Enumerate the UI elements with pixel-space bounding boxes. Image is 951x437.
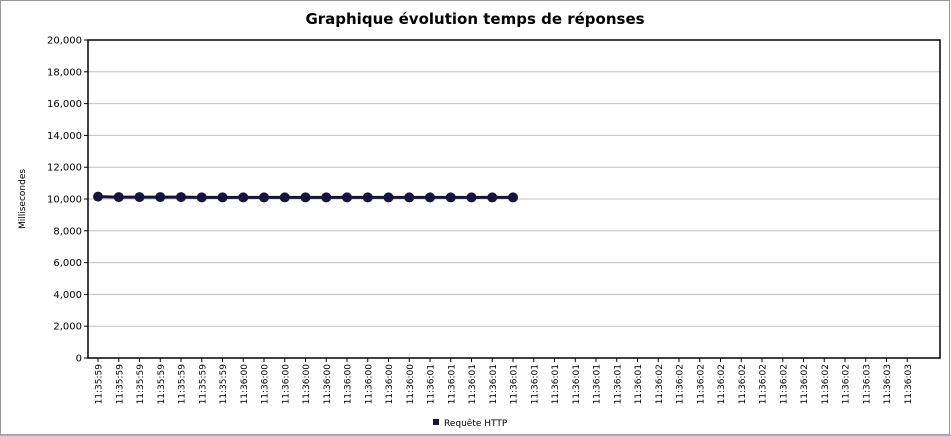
x-tick-label: 11:36:00 bbox=[323, 364, 333, 405]
data-point bbox=[445, 192, 456, 203]
x-tick-label: 11:36:02 bbox=[717, 364, 727, 404]
x-tick-label: 11:36:00 bbox=[364, 364, 374, 405]
x-tick-label: 11:36:01 bbox=[613, 364, 623, 404]
data-point bbox=[217, 192, 228, 203]
x-tick-label: 11:36:01 bbox=[447, 364, 457, 404]
data-point bbox=[176, 192, 186, 203]
y-tick-label: 14,000 bbox=[47, 131, 82, 142]
data-point bbox=[155, 192, 166, 203]
data-point bbox=[259, 192, 269, 203]
x-tick-label: 11:36:01 bbox=[572, 364, 582, 404]
x-tick-label: 11:36:00 bbox=[240, 364, 250, 405]
x-tick-label: 11:36:02 bbox=[800, 364, 810, 404]
x-tick-label: 11:36:03 bbox=[862, 364, 872, 404]
y-tick-label: 4,000 bbox=[53, 290, 82, 301]
x-tick-label: 11:36:01 bbox=[634, 364, 644, 404]
x-tick-label: 11:35:59 bbox=[219, 364, 229, 405]
data-point bbox=[279, 192, 290, 203]
data-point bbox=[342, 192, 352, 203]
legend-label: Requête HTTP bbox=[444, 418, 508, 429]
x-tick-label: 11:35:59 bbox=[178, 364, 188, 405]
legend-swatch bbox=[433, 419, 439, 425]
x-tick-label: 11:36:02 bbox=[676, 364, 686, 404]
x-tick-label: 11:35:59 bbox=[95, 364, 105, 405]
data-point bbox=[238, 192, 249, 203]
x-tick-label: 11:36:00 bbox=[344, 364, 354, 405]
x-tick-label: 11:36:01 bbox=[530, 364, 540, 404]
data-point bbox=[93, 191, 103, 202]
x-tick-label: 11:36:02 bbox=[759, 364, 769, 404]
x-tick-label: 11:36:01 bbox=[489, 364, 499, 404]
data-point bbox=[425, 192, 435, 203]
x-tick-label: 11:36:01 bbox=[427, 364, 437, 404]
x-tick-label: 11:35:59 bbox=[198, 364, 208, 405]
y-tick-label: 6,000 bbox=[53, 258, 82, 269]
x-tick-label: 11:36:02 bbox=[821, 364, 831, 404]
chart-title: Graphique évolution temps de réponses bbox=[305, 10, 644, 28]
x-tick-label: 11:36:02 bbox=[779, 364, 789, 404]
y-tick-label: 0 bbox=[76, 354, 82, 365]
y-tick-label: 2,000 bbox=[53, 322, 82, 333]
x-tick-label: 11:36:02 bbox=[655, 364, 665, 404]
y-tick-label: 20,000 bbox=[47, 36, 82, 47]
x-tick-label: 11:36:00 bbox=[406, 364, 416, 405]
data-point bbox=[300, 192, 311, 203]
x-tick-label: 11:35:59 bbox=[136, 364, 146, 405]
x-tick-label: 11:36:00 bbox=[261, 364, 271, 405]
data-point bbox=[362, 192, 373, 203]
plot-border bbox=[87, 39, 941, 359]
data-point bbox=[113, 192, 124, 203]
x-tick-label: 11:35:59 bbox=[157, 364, 167, 405]
y-tick-label: 18,000 bbox=[47, 67, 82, 78]
x-tick-label: 11:36:00 bbox=[281, 364, 291, 405]
y-tick-label: 8,000 bbox=[53, 226, 82, 237]
data-point bbox=[196, 192, 207, 203]
data-point bbox=[404, 192, 415, 203]
y-tick-label: 12,000 bbox=[47, 163, 82, 174]
x-tick-label: 11:36:02 bbox=[842, 364, 852, 404]
data-point bbox=[487, 192, 498, 203]
x-tick-label: 11:36:01 bbox=[468, 364, 478, 404]
data-point bbox=[321, 192, 332, 203]
x-tick-label: 11:36:01 bbox=[510, 364, 520, 404]
x-tick-label: 11:36:02 bbox=[738, 364, 748, 404]
x-tick-label: 11:36:00 bbox=[385, 364, 395, 405]
data-point bbox=[134, 192, 145, 203]
y-tick-label: 10,000 bbox=[47, 195, 82, 206]
y-tick-label: 16,000 bbox=[47, 99, 82, 110]
data-point bbox=[466, 192, 477, 203]
data-point bbox=[508, 192, 518, 203]
x-tick-label: 11:35:59 bbox=[115, 364, 125, 405]
x-tick-label: 11:36:01 bbox=[551, 364, 561, 404]
x-tick-label: 11:36:03 bbox=[883, 364, 893, 404]
data-point bbox=[383, 192, 394, 203]
x-tick-label: 11:36:01 bbox=[593, 364, 603, 404]
x-tick-label: 11:36:02 bbox=[696, 364, 706, 404]
y-axis-label: Millisecondes bbox=[18, 169, 28, 229]
x-tick-label: 11:36:03 bbox=[904, 364, 914, 404]
x-tick-label: 11:36:00 bbox=[302, 364, 312, 405]
